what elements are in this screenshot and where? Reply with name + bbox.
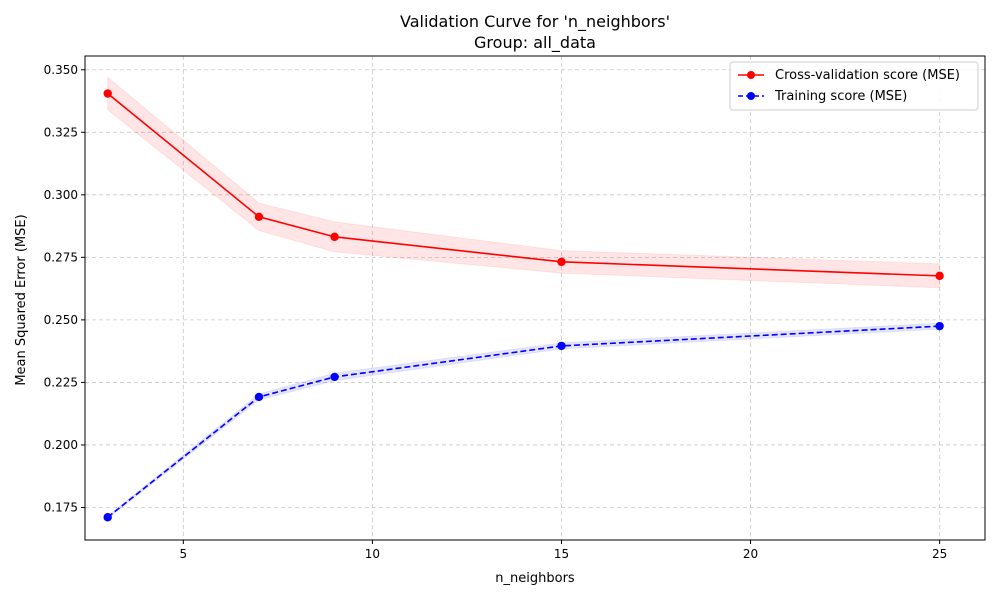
data-point-training (330, 372, 339, 382)
data-point-training (103, 513, 112, 522)
std-band-training (107, 322, 941, 520)
data-point-cv (557, 257, 566, 267)
std-band-cv (107, 76, 941, 289)
y-tick-label: 0.300 (44, 188, 78, 202)
data-point-cv (254, 212, 264, 222)
chart-subtitle: Group: all_data (474, 33, 596, 53)
chart-title: Validation Curve for 'n_neighbors' (400, 12, 670, 32)
data-point-training (557, 341, 566, 351)
plot-area-frame (84, 55, 986, 541)
legend: Cross-validation score (MSE) Training sc… (729, 61, 979, 111)
grid (85, 56, 985, 540)
x-tick-label: 5 (179, 547, 187, 561)
x-axis-ticks: 5 10 15 20 25 (179, 540, 947, 561)
std-bands (107, 76, 941, 520)
x-tick-label: 25 (932, 547, 947, 561)
x-tick-label: 15 (554, 547, 569, 561)
data-point-training (935, 321, 944, 331)
legend-label-training: Training score (MSE) (774, 89, 907, 104)
x-tick-label: 10 (365, 547, 380, 561)
y-tick-label: 0.325 (44, 125, 78, 139)
y-axis-label: Mean Squared Error (MSE) (14, 214, 29, 385)
series-line-training (107, 325, 940, 518)
y-tick-label: 0.275 (44, 250, 78, 264)
data-point-cv (103, 89, 112, 98)
x-tick-label: 20 (743, 547, 758, 561)
legend-box (729, 61, 979, 111)
data-point-cv (330, 232, 339, 242)
y-tick-label: 0.250 (44, 313, 78, 327)
y-tick-label: 0.350 (44, 63, 78, 77)
data-point-cv (935, 271, 944, 281)
series-lines (107, 92, 940, 518)
y-axis-ticks: 0.175 0.200 0.225 0.250 0.275 0.300 0.325 0.350 (44, 63, 85, 514)
y-tick-label: 0.200 (44, 438, 78, 452)
y-tick-label: 0.175 (44, 500, 78, 514)
legend-marker-training (747, 92, 755, 100)
legend-label-cv: Cross-validation score (MSE) (775, 68, 960, 83)
data-points (103, 89, 944, 522)
data-point-training (254, 392, 264, 402)
y-tick-label: 0.225 (44, 375, 78, 389)
legend-marker-cv (747, 71, 755, 79)
x-axis-label: n_neighbors (495, 571, 575, 586)
